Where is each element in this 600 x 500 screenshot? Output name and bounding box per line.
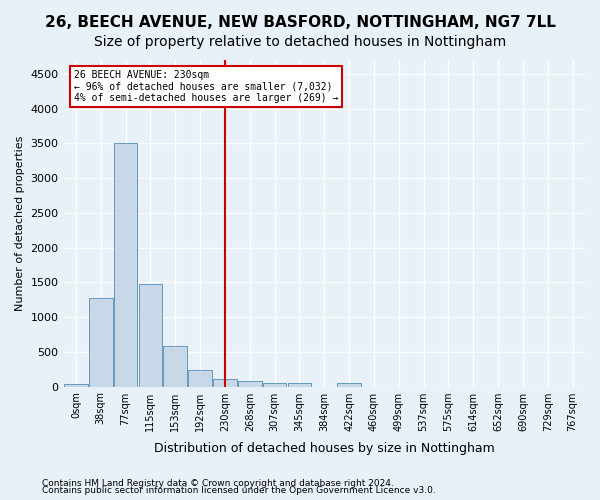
Y-axis label: Number of detached properties: Number of detached properties (15, 136, 25, 311)
Text: Contains HM Land Registry data © Crown copyright and database right 2024.: Contains HM Land Registry data © Crown c… (42, 478, 394, 488)
Bar (139, 284, 162, 387)
Text: Contains public sector information licensed under the Open Government Licence v3: Contains public sector information licen… (42, 486, 436, 495)
Bar (188, 370, 212, 386)
Bar (238, 380, 262, 386)
Bar (287, 384, 311, 386)
X-axis label: Distribution of detached houses by size in Nottingham: Distribution of detached houses by size … (154, 442, 494, 455)
Bar (213, 379, 237, 386)
Bar (337, 382, 361, 386)
Bar (89, 298, 113, 386)
Bar (114, 144, 137, 386)
Text: Size of property relative to detached houses in Nottingham: Size of property relative to detached ho… (94, 35, 506, 49)
Text: 26 BEECH AVENUE: 230sqm
← 96% of detached houses are smaller (7,032)
4% of semi-: 26 BEECH AVENUE: 230sqm ← 96% of detache… (74, 70, 338, 103)
Text: 26, BEECH AVENUE, NEW BASFORD, NOTTINGHAM, NG7 7LL: 26, BEECH AVENUE, NEW BASFORD, NOTTINGHA… (44, 15, 556, 30)
Bar (163, 346, 187, 387)
Bar (64, 384, 88, 386)
Bar (263, 382, 286, 386)
